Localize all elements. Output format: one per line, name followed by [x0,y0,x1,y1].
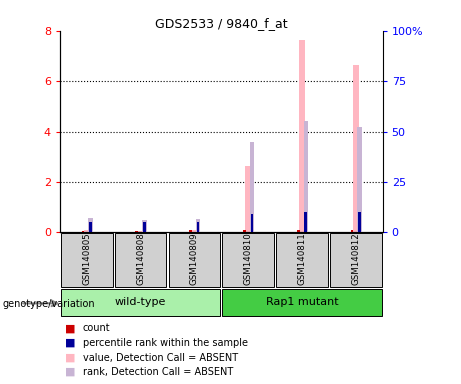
Text: genotype/variation: genotype/variation [2,299,95,309]
Title: GDS2533 / 9840_f_at: GDS2533 / 9840_f_at [155,17,288,30]
Bar [357,127,361,232]
Text: GSM140810: GSM140810 [244,233,253,285]
Bar [89,218,93,232]
Bar [330,233,382,288]
Bar [222,289,382,316]
Text: GSM140809: GSM140809 [190,233,199,285]
Bar [353,65,359,232]
Bar [250,142,254,232]
Text: rank, Detection Call = ABSENT: rank, Detection Call = ABSENT [83,367,233,377]
Text: percentile rank within the sample: percentile rank within the sample [83,338,248,348]
Text: GSM140808: GSM140808 [136,233,145,285]
Bar [136,231,138,232]
Text: GSM140812: GSM140812 [351,233,360,285]
Text: ■: ■ [65,353,75,362]
Bar [83,230,90,232]
Text: ■: ■ [65,367,75,377]
Bar [358,212,361,232]
Text: GSM140805: GSM140805 [83,233,91,285]
Bar [304,212,307,232]
Bar [197,222,200,232]
Bar [299,40,305,232]
Bar [143,222,146,232]
Text: ■: ■ [65,338,75,348]
Text: wild-type: wild-type [115,297,166,308]
Bar [245,166,251,232]
Bar [89,222,92,232]
Bar [243,230,246,232]
Bar [189,230,192,232]
Bar [82,230,84,232]
Bar [61,289,220,316]
Bar [169,233,220,288]
Text: GSM140811: GSM140811 [297,233,307,285]
Bar [297,230,300,232]
Text: ■: ■ [65,323,75,333]
Bar [222,233,274,288]
Bar [137,230,144,232]
Bar [142,220,147,232]
Text: count: count [83,323,111,333]
Text: value, Detection Call = ABSENT: value, Detection Call = ABSENT [83,353,238,362]
Bar [196,219,200,232]
Bar [115,233,166,288]
Bar [276,233,328,288]
Bar [251,214,253,232]
Bar [351,230,353,232]
Bar [303,121,308,232]
Bar [61,233,112,288]
Text: Rap1 mutant: Rap1 mutant [266,297,338,308]
Bar [191,230,198,232]
